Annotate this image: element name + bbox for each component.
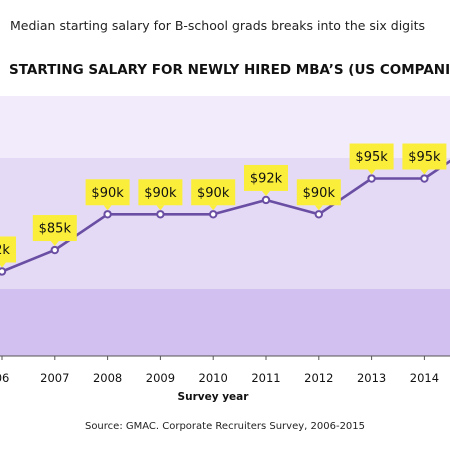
data-label-text: $95k [408,150,441,165]
x-tick-label: 2008 [93,371,122,385]
data-label-pointer [50,241,59,247]
x-tick-label: 2007 [40,371,69,385]
data-label-box [85,179,130,206]
background-band-bottom [0,289,450,356]
data-point [50,245,59,255]
data-label-text: $92k [250,171,283,186]
data-point [420,174,429,183]
x-tick-label: 2011 [251,371,280,385]
data-label-pointer [103,205,112,211]
data-label-pointer [209,205,218,211]
data-label-box [349,143,394,170]
data-label-box [402,143,447,170]
data-label-text: $95k [355,150,388,165]
x-tick-label: 2009 [146,371,175,385]
data-point [209,210,218,219]
data-label-layer: 2k $85k $90k $90k $90k $92k $90k $95k $95k [0,143,447,268]
chart-title: STARTING SALARY FOR NEWLY HIRED MBA’S (U… [9,62,450,78]
x-tick-label: 2013 [357,371,386,385]
data-label-box [32,215,77,242]
series-layer [0,159,450,276]
data-label-box [138,179,183,206]
data-label-pointer [420,169,429,175]
series-line [1,159,450,273]
x-tick-label: 06 [0,371,9,385]
data-point [314,210,323,219]
data-label-box [191,179,236,206]
data-label: $92k [244,164,288,196]
data-label-box [296,179,341,206]
data-label-text: $90k [303,186,336,201]
data-label: $90k [85,179,130,211]
data-point [156,210,165,219]
data-label-pointer [262,190,270,196]
data-label-text: 2k [0,243,10,258]
data-label-text: $90k [197,186,230,201]
data-label: 2k [0,236,16,268]
data-point [261,195,271,205]
data-point [367,174,376,183]
x-axis-label: Survey year [178,391,250,403]
data-label: $90k [138,179,183,211]
data-label: $95k [349,143,394,175]
data-label-box [0,236,16,263]
data-label-text: $90k [91,186,124,201]
source-note: Source: GMAC. Corporate Recruiters Surve… [85,421,365,432]
chart-subtitle: Median starting salary for B-school grad… [10,18,425,33]
data-label-pointer [367,169,376,175]
data-label: $90k [296,179,341,211]
data-label: $95k [402,143,447,175]
data-label: $90k [191,179,236,211]
data-label-pointer [0,262,6,268]
data-label: $85k [32,215,77,247]
data-label-text: $85k [39,222,72,237]
data-label-pointer [314,205,323,211]
x-tick-label: 2012 [304,371,333,385]
data-point [103,210,112,219]
x-axis: 06 2007 2008 2009 2010 2011 2012 2013 2014 [0,355,450,385]
data-label-pointer [156,205,165,211]
data-label-text: $90k [144,186,177,201]
data-point [0,267,7,276]
x-tick-label: 2010 [199,371,228,385]
data-label-box [244,164,288,191]
x-tick-label: 2014 [410,371,439,385]
